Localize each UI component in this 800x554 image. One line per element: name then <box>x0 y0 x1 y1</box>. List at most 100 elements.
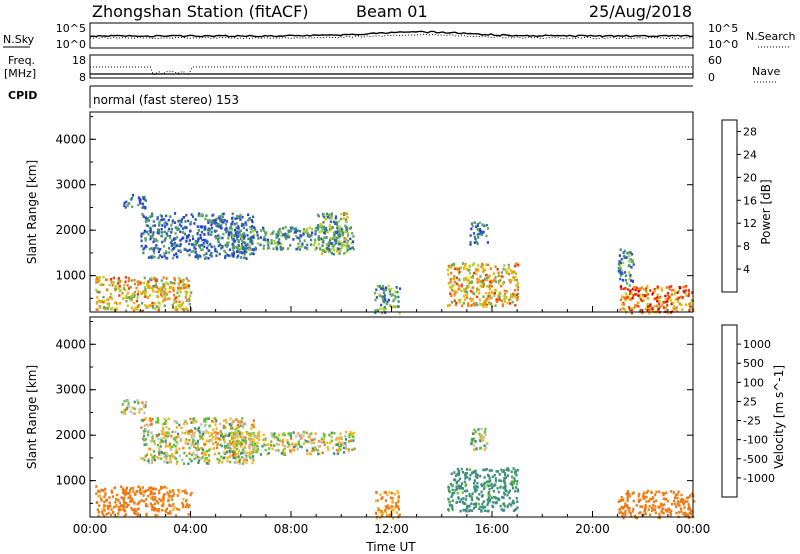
echo-cell <box>103 500 106 504</box>
power-colorbar-label: Power [dB] <box>759 179 773 244</box>
echo-cell <box>155 238 158 241</box>
echo-cell <box>202 430 205 434</box>
echo-cell <box>685 294 688 297</box>
echo-cell <box>488 497 491 501</box>
echo-cell <box>259 453 262 456</box>
echo-cell <box>210 252 213 255</box>
echo-cell <box>172 508 175 512</box>
colorbar-tick-label: -25 <box>743 415 761 428</box>
echo-cell <box>187 242 191 246</box>
echo-cell <box>622 287 625 291</box>
echo-cell <box>472 302 475 305</box>
echo-cell <box>174 226 177 229</box>
echo-cell <box>185 299 188 302</box>
echo-cell <box>124 280 127 284</box>
echo-cell <box>502 509 505 512</box>
echo-cell <box>145 514 148 517</box>
echo-cell <box>152 487 155 490</box>
freq-unit-label: [MHz] <box>4 67 36 80</box>
echo-cell <box>458 487 461 490</box>
echo-cell <box>151 459 154 463</box>
echo-cell <box>630 515 633 518</box>
echo-cell <box>321 227 324 231</box>
echo-cell <box>483 301 486 304</box>
echo-cell <box>673 499 676 503</box>
echo-cell <box>263 443 266 446</box>
echo-cell <box>172 489 175 492</box>
echo-cell <box>163 254 166 258</box>
echo-cell <box>240 435 243 438</box>
echo-cell <box>145 498 148 501</box>
echo-cell <box>392 305 395 309</box>
echo-cell <box>384 491 388 494</box>
echo-cell <box>490 496 493 500</box>
echo-cell <box>235 250 239 253</box>
echo-cell <box>125 502 128 505</box>
echo-cell <box>382 291 385 295</box>
echo-cell <box>317 452 320 456</box>
echo-cell <box>228 254 231 258</box>
echo-cell <box>126 296 129 299</box>
echo-cell <box>337 233 340 236</box>
echo-cell <box>185 284 188 288</box>
echo-cell <box>201 213 204 216</box>
echo-cell <box>152 306 155 309</box>
echo-cell <box>374 511 378 515</box>
echo-cell <box>166 461 169 464</box>
echo-cell <box>145 443 148 446</box>
echo-cell <box>190 250 193 253</box>
echo-cell <box>138 411 141 414</box>
echo-cell <box>172 494 175 498</box>
echo-cell <box>624 292 627 295</box>
echo-cell <box>239 443 242 446</box>
echo-cell <box>225 241 228 245</box>
echo-cell <box>292 431 295 434</box>
echo-cell <box>646 304 649 308</box>
echo-cell <box>472 438 475 441</box>
echo-cell <box>468 504 471 508</box>
echo-cell <box>455 487 459 491</box>
echo-cell <box>336 228 340 232</box>
echo-cell <box>488 287 492 291</box>
echo-cell <box>334 443 337 446</box>
echo-cell <box>172 293 176 297</box>
echo-cell <box>149 490 153 494</box>
echo-cell <box>328 240 331 244</box>
echo-cell <box>125 294 128 297</box>
echo-cell <box>617 500 620 503</box>
echo-cell <box>151 495 154 499</box>
echo-cell <box>633 285 636 289</box>
echo-cell <box>154 285 157 288</box>
echo-cell <box>477 269 480 272</box>
echo-cell <box>165 419 168 423</box>
echo-cell <box>174 451 177 455</box>
echo-cell <box>175 420 178 424</box>
echo-cell <box>148 294 151 297</box>
echo-cell <box>186 430 189 433</box>
echo-cell <box>329 238 332 242</box>
echo-cell <box>253 227 256 230</box>
echo-cell <box>121 487 124 490</box>
echo-cell <box>672 301 675 305</box>
echo-cell <box>344 442 347 445</box>
echo-cell <box>339 241 343 245</box>
echo-cell <box>374 298 377 302</box>
echo-cell <box>681 308 684 311</box>
echo-cell <box>200 243 203 247</box>
echo-cell <box>106 498 109 502</box>
echo-cell <box>314 232 317 236</box>
echo-cell <box>286 445 290 449</box>
echo-cell <box>231 242 235 246</box>
echo-cell <box>125 309 128 313</box>
echo-cell <box>667 311 670 315</box>
echo-cell <box>326 215 329 219</box>
echo-cell <box>216 238 220 241</box>
echo-cell <box>144 295 147 299</box>
echo-cell <box>147 430 150 434</box>
echo-cell <box>252 419 255 422</box>
echo-cell <box>146 504 149 508</box>
echo-cell <box>473 482 476 485</box>
echo-cell <box>478 493 481 496</box>
echo-cell <box>194 218 197 221</box>
